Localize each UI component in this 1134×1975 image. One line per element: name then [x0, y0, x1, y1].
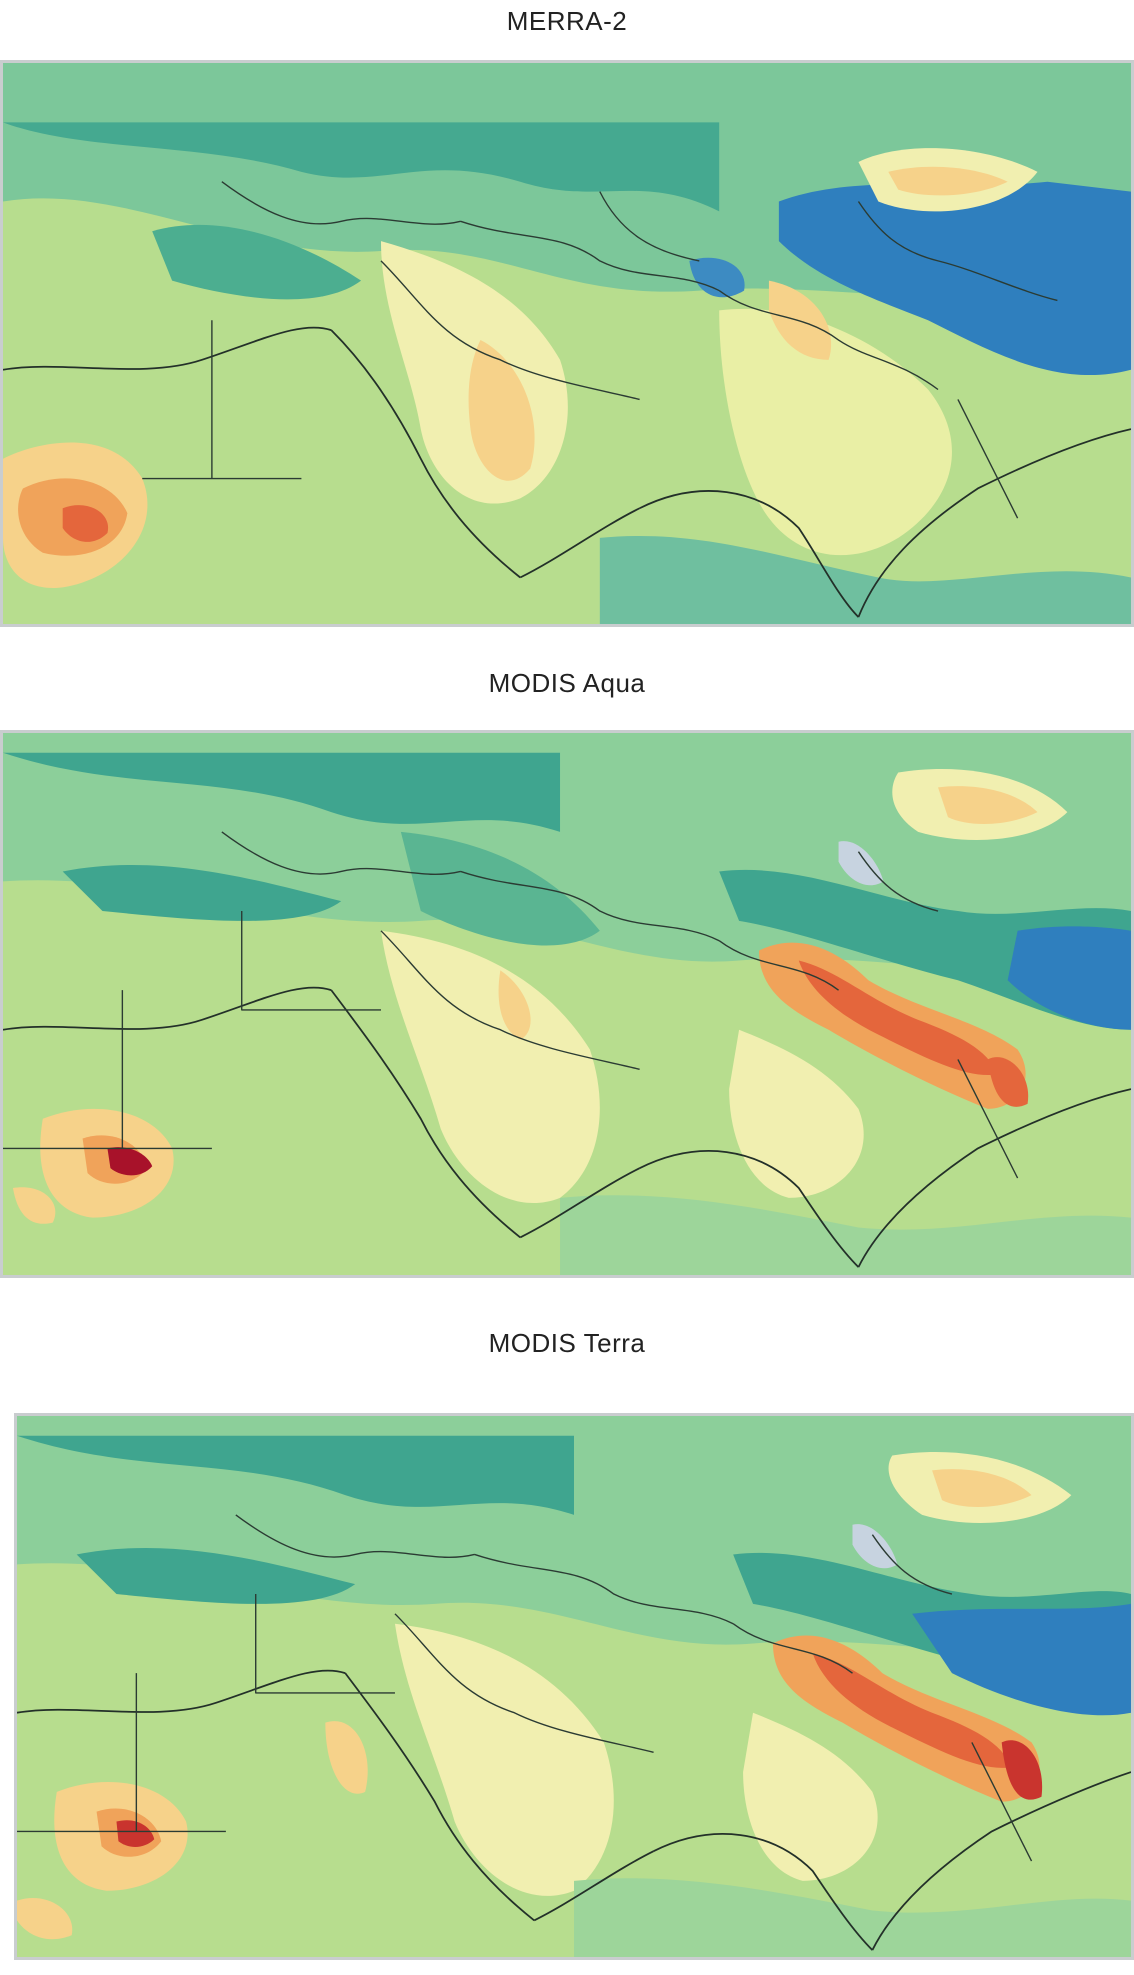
map-panel-modis-aqua — [0, 730, 1134, 1278]
panel-title-modis-aqua: MODIS Aqua — [488, 668, 646, 698]
map-panel-modis-terra — [14, 1413, 1134, 1960]
map-modis-aqua — [3, 733, 1131, 1275]
map-panel-merra2 — [0, 60, 1134, 627]
panel-title-merra2: MERRA-2 — [506, 6, 628, 36]
map-merra2 — [3, 63, 1131, 624]
panel-title-modis-terra: MODIS Terra — [488, 1328, 646, 1358]
map-modis-terra — [17, 1416, 1131, 1957]
